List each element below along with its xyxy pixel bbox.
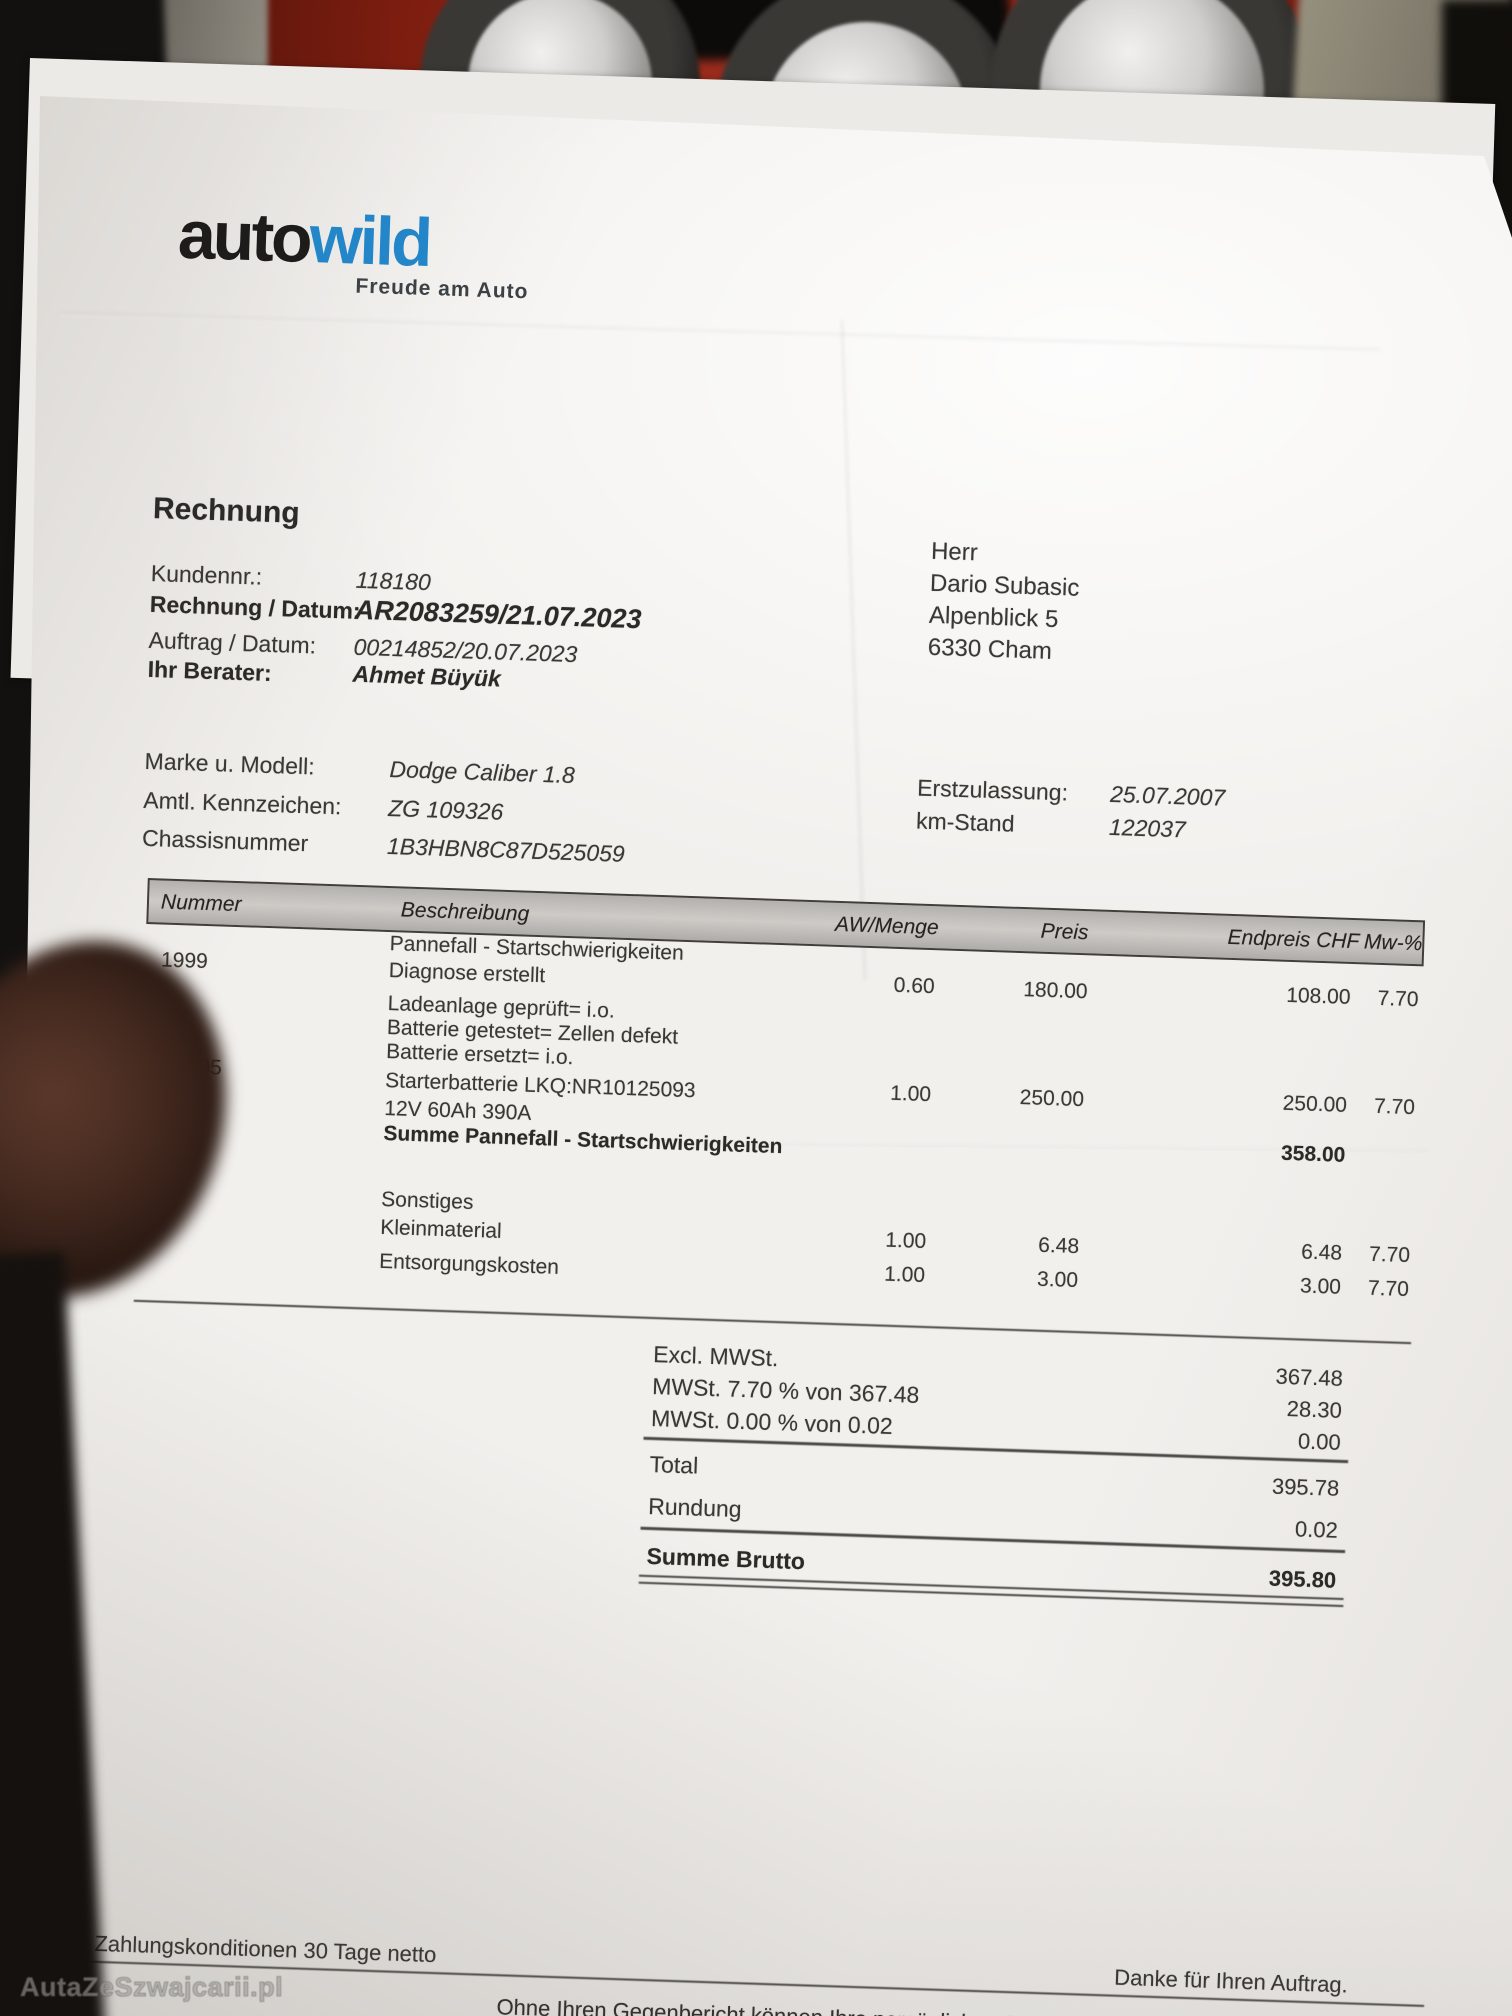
group-sum-label: Summe Pannefall - Startschwierigkeiten [383,1121,783,1159]
first-registration-label: Erstzulassung: [916,774,1069,806]
privacy-note-line1: Ohne Ihren Gegenbericht können Ihre pers… [496,1994,1512,2016]
row-qty: 1.00 [884,1228,927,1254]
table-header: Nummer Beschreibung AW/Menge Preis Endpr… [146,878,1426,967]
make-model-label: Marke u. Modell: [144,747,316,780]
recipient-salutation: Herr [930,537,979,567]
summe-brutto-value: 395.80 [1268,1565,1337,1593]
customer-number-value: 118180 [355,566,432,596]
recipient-name: Dario Subasic [929,569,1080,602]
advisor-label: Ihr Berater: [147,655,273,686]
row-note: Batterie ersetzt= i.o. [385,1040,574,1070]
row-vat: 7.70 [1367,1276,1410,1302]
summe-brutto-label: Summe Brutto [646,1542,806,1575]
first-registration-value: 25.07.2007 [1109,780,1226,811]
logo-wordmark: autowild [177,197,531,281]
row-desc: Entsorgungskosten [378,1249,560,1279]
row-qty: 1.00 [883,1262,926,1287]
row-vat: 7.70 [1368,1242,1411,1268]
total-label: Total [649,1450,699,1479]
excl-mwst-label: Excl. MWSt. [652,1341,779,1372]
row-price: 6.48 [1037,1233,1080,1259]
invoice-number-label: Rechnung / Datum: [149,590,362,624]
page-title: Rechnung [152,491,301,530]
total-value: 395.78 [1271,1473,1340,1501]
group-sum-value: 358.00 [1280,1141,1346,1167]
chassis-label: Chassisnummer [141,824,309,857]
row-desc-line2: 12V 60Ah 390A [383,1096,532,1125]
mwst1-label: MWSt. 7.70 % von 367.48 [651,1373,920,1408]
order-number-label: Auftrag / Datum: [148,626,317,659]
row-qty: 0.60 [893,973,936,999]
row-desc: Diagnose erstellt [388,959,546,988]
row-qty: 1.00 [889,1081,932,1107]
group-title: Sonstiges [380,1187,474,1214]
rundung-value: 0.02 [1294,1516,1339,1543]
rundung-label: Rundung [647,1492,742,1523]
logo-part-auto: auto [176,196,311,278]
mwst2-label: MWSt. 0.00 % von 0.02 [650,1405,894,1439]
col-header-nummer: Nummer [160,890,242,917]
chassis-value: 1B3HBN8C87D525059 [386,832,626,867]
row-vat: 7.70 [1377,986,1419,1012]
col-header-preis: Preis [1040,919,1089,945]
recipient-city: 6330 Cham [927,633,1053,665]
col-header-mw: Mw-% [1363,930,1423,956]
plate-label: Amtl. Kennzeichen: [142,786,342,820]
mwst2-value: 0.00 [1297,1428,1342,1455]
invoice-number-value: AR2083259/21.07.2023 [354,594,642,635]
row-desc: Kleinmaterial [379,1215,503,1243]
make-model-value: Dodge Caliber 1.8 [389,755,576,789]
company-logo: autowild Freude am Auto [176,197,531,305]
totals-divider [133,1299,1412,1345]
km-label: km-Stand [915,807,1015,837]
row-price: 250.00 [1019,1086,1085,1112]
row-price: 180.00 [1022,978,1088,1004]
logo-part-wild: wild [308,201,432,281]
excl-mwst-value: 367.48 [1275,1363,1344,1391]
col-header-beschreibung: Beschreibung [400,898,530,926]
row-vat: 7.70 [1373,1094,1416,1120]
plate-value: ZG 109326 [387,794,504,825]
advisor-value: Ahmet Büyük [352,660,502,692]
row-price: 3.00 [1036,1267,1079,1293]
invoice-content: autowild Freude am Auto Rechnung Kundenn… [26,96,1512,2016]
recipient-street: Alpenblick 5 [928,601,1059,634]
km-value: 122037 [1108,813,1187,843]
customer-number-label: Kundennr.: [150,559,263,590]
mwst1-value: 28.30 [1286,1396,1343,1423]
site-watermark: AutaZeSzwajcarii.pl [20,1972,284,2003]
col-header-aw-menge: AW/Menge [834,912,939,940]
